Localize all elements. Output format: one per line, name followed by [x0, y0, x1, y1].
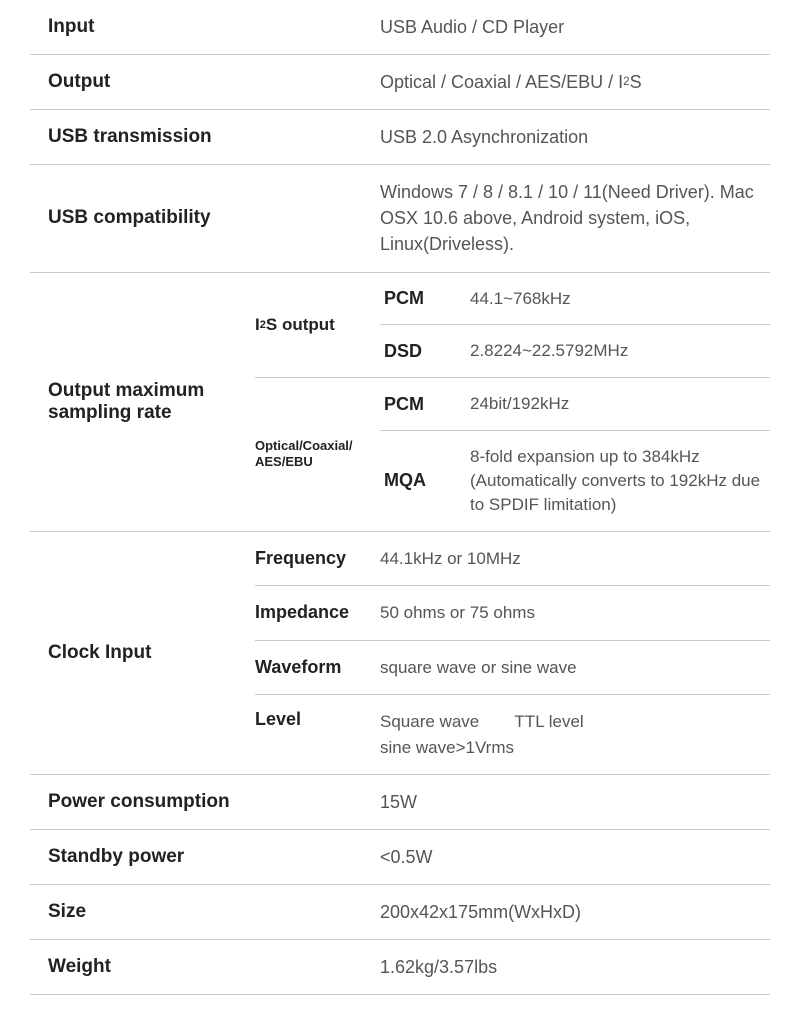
sampling-optical-pcm: PCM 24bit/192kHz	[380, 378, 770, 431]
clock-subtable: Frequency 44.1kHz or 10MHz Impedance 50 …	[255, 532, 770, 775]
value-output: Optical / Coaxial / AES/EBU / I2S	[380, 55, 770, 109]
clock-val-level: Square wave TTL level sine wave>1Vrms	[380, 695, 770, 774]
value-input: USB Audio / CD Player	[380, 0, 770, 54]
value-pcm-1: 44.1~768kHz	[470, 273, 770, 325]
clock-val-impedance: 50 ohms or 75 ohms	[380, 586, 770, 640]
sampling-group-label-optical: Optical/Coaxial/ AES/EBU	[255, 378, 380, 530]
row-output: Output Optical / Coaxial / AES/EBU / I2S	[30, 55, 770, 110]
value-pcm-2: 24bit/192kHz	[470, 378, 770, 430]
clock-sub-frequency: Frequency	[255, 532, 380, 586]
row-standby-power: Standby power <0.5W	[30, 830, 770, 885]
clock-sub-waveform: Waveform	[255, 641, 380, 695]
sampling-subtable: I2S output PCM 44.1~768kHz DSD 2.8224~22…	[255, 273, 770, 531]
level-ttl: TTL level	[514, 712, 583, 731]
value-dsd: 2.8224~22.5792MHz	[470, 325, 770, 377]
row-usb-compatibility: USB compatibility Windows 7 / 8 / 8.1 / …	[30, 165, 770, 272]
row-size: Size 200x42x175mm(WxHxD)	[30, 885, 770, 940]
clock-sub-impedance: Impedance	[255, 586, 380, 640]
value-weight: 1.62kg/3.57lbs	[380, 940, 770, 994]
format-mqa: MQA	[380, 431, 470, 530]
label-clock-input: Clock Input	[30, 532, 255, 775]
sampling-group-label-i2s: I2S output	[255, 273, 380, 378]
label-power-consumption: Power consumption	[30, 775, 380, 829]
sampling-optical-mqa: MQA 8-fold expansion up to 384kHz (Autom…	[380, 431, 770, 530]
row-output-max-sampling: Output maximum sampling rate I2S output …	[30, 273, 770, 532]
clock-sub-level: Level	[255, 695, 380, 774]
clock-impedance: Impedance 50 ohms or 75 ohms	[255, 586, 770, 641]
value-size: 200x42x175mm(WxHxD)	[380, 885, 770, 939]
label-output: Output	[30, 55, 380, 109]
row-usb-transmission: USB transmission USB 2.0 Asynchronizatio…	[30, 110, 770, 165]
clock-frequency: Frequency 44.1kHz or 10MHz	[255, 532, 770, 587]
label-weight: Weight	[30, 940, 380, 994]
level-sine: sine wave>1Vrms	[380, 735, 766, 761]
sampling-i2s-pcm: PCM 44.1~768kHz	[380, 273, 770, 326]
value-usb-compatibility: Windows 7 / 8 / 8.1 / 10 / 11(Need Drive…	[380, 165, 770, 271]
sampling-i2s-dsd: DSD 2.8224~22.5792MHz	[380, 325, 770, 377]
value-standby-power: <0.5W	[380, 830, 770, 884]
label-usb-transmission: USB transmission	[30, 110, 380, 164]
row-power-consumption: Power consumption 15W	[30, 775, 770, 830]
value-power-consumption: 15W	[380, 775, 770, 829]
level-square-wave: Square wave	[380, 709, 510, 735]
clock-val-frequency: 44.1kHz or 10MHz	[380, 532, 770, 586]
label-standby-power: Standby power	[30, 830, 380, 884]
clock-waveform: Waveform square wave or sine wave	[255, 641, 770, 696]
clock-val-waveform: square wave or sine wave	[380, 641, 770, 695]
label-size: Size	[30, 885, 380, 939]
format-pcm-2: PCM	[380, 378, 470, 430]
sampling-group-optical: Optical/Coaxial/ AES/EBU PCM 24bit/192kH…	[255, 378, 770, 530]
label-usb-compatibility: USB compatibility	[30, 165, 380, 271]
label-output-max-sampling: Output maximum sampling rate	[30, 273, 255, 531]
value-mqa: 8-fold expansion up to 384kHz (Automatic…	[470, 431, 770, 530]
clock-level: Level Square wave TTL level sine wave>1V…	[255, 695, 770, 774]
row-clock-input: Clock Input Frequency 44.1kHz or 10MHz I…	[30, 532, 770, 776]
row-weight: Weight 1.62kg/3.57lbs	[30, 940, 770, 995]
spec-table: Input USB Audio / CD Player Output Optic…	[0, 0, 800, 1025]
label-input: Input	[30, 0, 380, 54]
sampling-group-i2s: I2S output PCM 44.1~768kHz DSD 2.8224~22…	[255, 273, 770, 379]
row-input: Input USB Audio / CD Player	[30, 0, 770, 55]
format-pcm-1: PCM	[380, 273, 470, 325]
format-dsd: DSD	[380, 325, 470, 377]
value-usb-transmission: USB 2.0 Asynchronization	[380, 110, 770, 164]
